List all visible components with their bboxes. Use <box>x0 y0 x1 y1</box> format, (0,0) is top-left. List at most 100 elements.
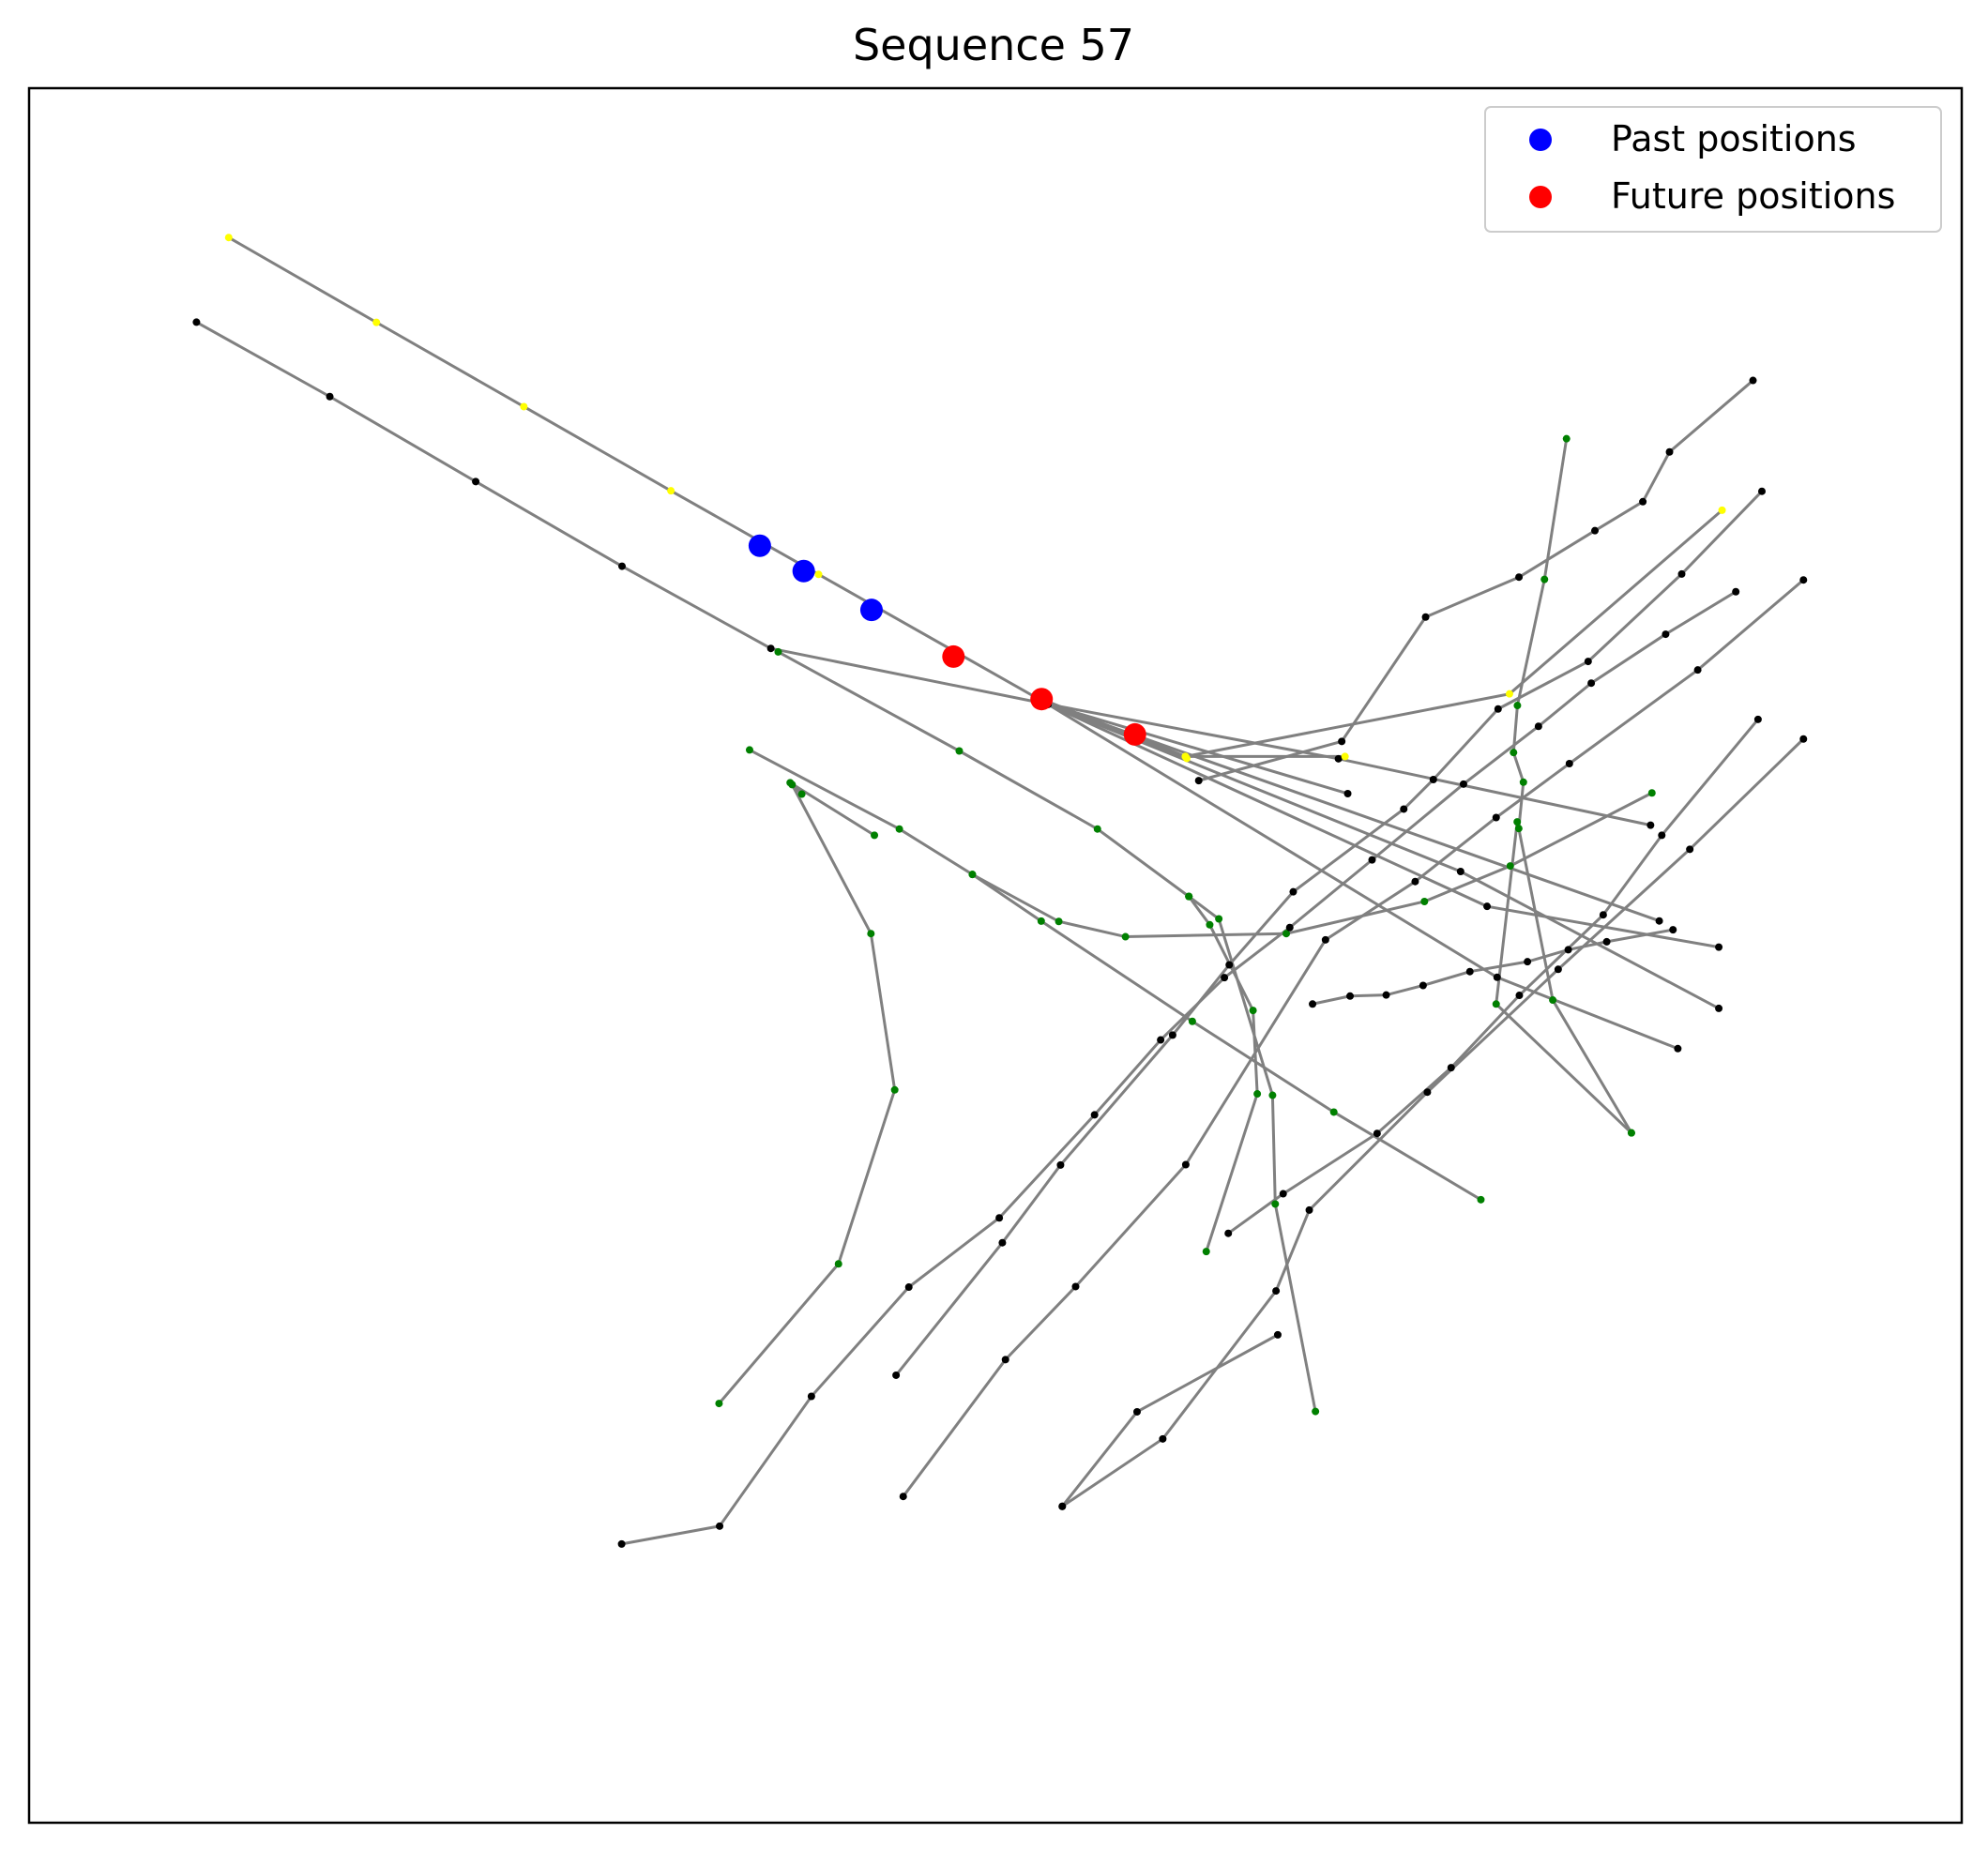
lane-node-yellow <box>1718 506 1726 514</box>
lane-node-black <box>1749 376 1757 385</box>
lane-node-black <box>1305 1205 1313 1214</box>
lane-node-black <box>766 644 775 653</box>
lane-node-black <box>1334 754 1343 763</box>
lane-node-green <box>1249 1007 1257 1015</box>
lane-node-yellow <box>1341 752 1349 761</box>
lane-node-green <box>1510 749 1518 757</box>
lane-node-black <box>1373 1129 1381 1138</box>
lane-node-black <box>1494 705 1502 713</box>
lane-node-green <box>895 825 903 833</box>
lane-node-black <box>1647 821 1655 829</box>
lane-node-yellow <box>1181 752 1190 761</box>
lane-node-black <box>1662 630 1670 639</box>
lane-node-green <box>1506 862 1514 871</box>
lane-node-green <box>1492 1000 1500 1008</box>
lane-node-black <box>1799 576 1808 584</box>
lane-node-black <box>1757 487 1766 495</box>
lane-node-green <box>1514 825 1523 833</box>
lane-node-black <box>1493 973 1501 981</box>
lane-node-black <box>1423 1088 1432 1097</box>
lane-node-black <box>1159 1434 1167 1443</box>
lane-node-green <box>745 746 753 754</box>
lane-node-yellow <box>667 487 675 495</box>
lane-node-green <box>788 781 797 789</box>
lane-node-black <box>1419 981 1427 990</box>
lane-node-green <box>774 647 782 656</box>
trajectory-points <box>748 534 1146 746</box>
lane-node-green <box>1093 825 1101 833</box>
lane-node-black <box>1677 569 1686 578</box>
plot-frame <box>27 86 1964 1825</box>
lane-node-black <box>716 1522 724 1530</box>
future-position-point <box>1123 722 1146 746</box>
lane-node-green <box>1549 996 1557 1005</box>
lane-node-black <box>1564 946 1572 954</box>
lane-node-black <box>1338 737 1346 746</box>
lane-node-green <box>1513 702 1522 710</box>
lane-node-black <box>1715 943 1723 951</box>
lane-line-20 <box>894 490 1764 1376</box>
lane-node-green <box>1477 1195 1485 1204</box>
lane-node-black <box>617 1539 626 1548</box>
legend-past-marker <box>1529 129 1552 151</box>
lane-node-black <box>1658 831 1666 840</box>
lane-node-black <box>1429 776 1437 784</box>
lane-node-black <box>1715 1004 1723 1012</box>
lane-node-black <box>1492 813 1500 822</box>
lane-line-24 <box>1511 438 1633 1134</box>
lane-node-black <box>1132 1407 1141 1416</box>
lane-node-black <box>1168 1031 1176 1039</box>
lane-node-black <box>1534 722 1542 731</box>
lane-node-black <box>1285 923 1294 932</box>
lane-node-black <box>1459 780 1467 788</box>
lane-node-black <box>1309 1000 1317 1008</box>
lane-node-black <box>1686 845 1694 854</box>
lane-node-green <box>890 1085 899 1094</box>
lane-node-black <box>1524 958 1532 966</box>
lane-node-black <box>1584 658 1592 666</box>
lane-line-22 <box>1061 737 1805 1508</box>
lane-node-yellow <box>224 234 233 242</box>
lane-node-black <box>1273 1330 1282 1339</box>
lane-node-green <box>871 831 879 840</box>
lane-node-green <box>1253 1090 1262 1099</box>
lane-node-black <box>995 1214 1004 1222</box>
future-position-point <box>942 644 965 668</box>
lane-node-green <box>1271 1200 1280 1208</box>
lane-node-black <box>1343 789 1352 797</box>
lane-node-green <box>834 1260 842 1268</box>
lane-node-black <box>998 1238 1007 1247</box>
lane-node-black <box>1321 935 1329 944</box>
lane-node-green <box>1206 920 1214 929</box>
lane-node-black <box>1515 992 1524 1000</box>
lane-node-black <box>1225 961 1234 969</box>
lane-node-green <box>955 747 964 755</box>
lane-node-green <box>1420 897 1429 905</box>
lane-node-green <box>1627 1129 1635 1137</box>
lane-nodes <box>192 234 1808 1548</box>
lane-node-black <box>1221 974 1229 982</box>
legend-future-marker <box>1529 186 1552 208</box>
lane-node-black <box>1447 1064 1455 1072</box>
lane-line-17 <box>1227 718 1760 1235</box>
lane-node-black <box>1674 1044 1682 1053</box>
lane-node-black <box>1001 1356 1009 1364</box>
legend-past-label: Past positions <box>1611 118 1857 159</box>
lane-node-black <box>807 1392 815 1401</box>
lane-node-green <box>1312 1407 1320 1416</box>
lane-node-black <box>1194 777 1203 785</box>
lane-node-black <box>1368 856 1376 864</box>
lane-node-green <box>1188 1017 1196 1025</box>
lane-node-green <box>1121 932 1130 941</box>
lane-node-black <box>472 477 480 486</box>
lane-node-green <box>1185 892 1193 901</box>
lane-node-black <box>326 392 334 401</box>
lane-node-black <box>1058 1502 1067 1510</box>
chart-title: Sequence 57 <box>853 20 1134 70</box>
lane-node-black <box>1071 1282 1080 1291</box>
lane-node-black <box>1693 666 1702 674</box>
legend-future-label: Future positions <box>1611 175 1895 217</box>
lane-node-black <box>1669 926 1677 934</box>
lane-node-black <box>1554 965 1562 974</box>
